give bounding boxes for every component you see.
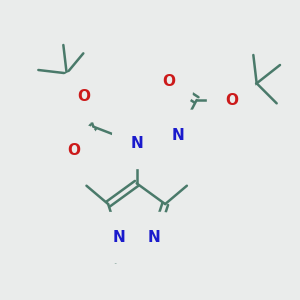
Text: O: O (67, 142, 80, 158)
Text: N: N (130, 136, 143, 151)
Text: N: N (172, 128, 185, 142)
Text: O: O (225, 92, 238, 107)
Text: O: O (162, 74, 175, 89)
Text: N: N (113, 230, 125, 245)
Text: N: N (148, 230, 161, 245)
Text: H: H (191, 126, 203, 140)
Text: O: O (77, 89, 90, 104)
